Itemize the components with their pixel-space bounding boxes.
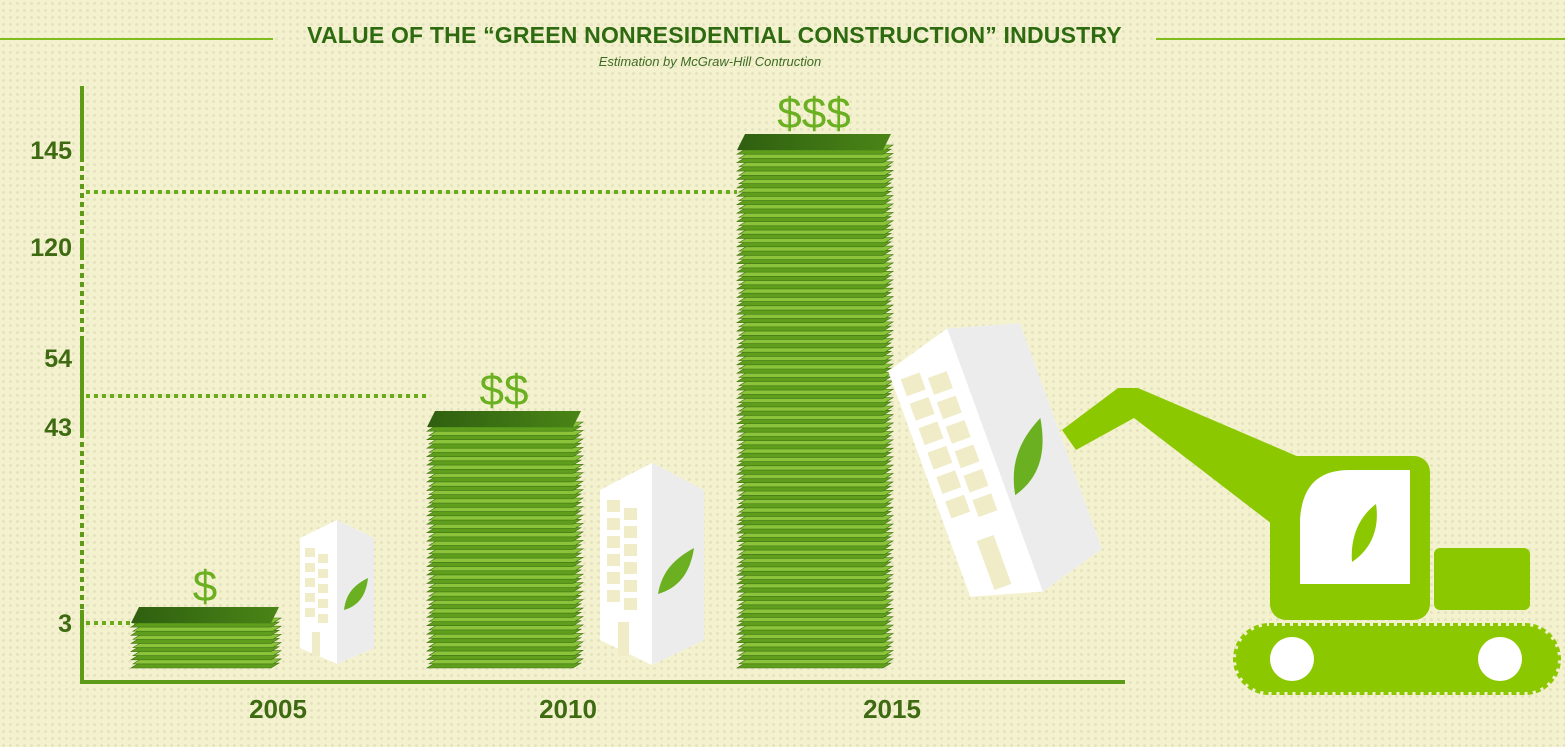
value-label: $$ bbox=[480, 366, 529, 415]
building-icon bbox=[600, 463, 704, 665]
value-markers bbox=[79, 162, 737, 625]
chart-subtitle: Estimation by McGraw-Hill Contruction bbox=[598, 54, 822, 69]
x-tick-label: 2015 bbox=[863, 694, 921, 724]
value-label: $$$ bbox=[777, 89, 850, 138]
leaf-icon bbox=[1013, 417, 1043, 496]
bar-2005 bbox=[129, 607, 283, 669]
title-row: VALUE OF THE “GREEN NONRESIDENTIAL CONST… bbox=[0, 22, 1565, 56]
leaf-icon bbox=[344, 578, 368, 610]
x-ticks: 2005 2010 2015 bbox=[249, 694, 921, 724]
y-tick-label: 54 bbox=[44, 345, 72, 373]
x-tick-label: 2010 bbox=[539, 694, 597, 724]
y-ticks: 3 43 54 120 145 bbox=[30, 137, 72, 638]
bar-2010 bbox=[425, 411, 585, 669]
leaf-icon bbox=[658, 548, 694, 594]
building-icon bbox=[300, 520, 374, 664]
bar-2015 bbox=[735, 134, 895, 669]
leaf-icon bbox=[1351, 504, 1377, 562]
y-tick-label: 120 bbox=[30, 234, 72, 262]
title-rule-left bbox=[0, 38, 273, 40]
value-label: $ bbox=[193, 562, 217, 611]
y-tick-label: 3 bbox=[58, 610, 72, 638]
chart-title: VALUE OF THE “GREEN NONRESIDENTIAL CONST… bbox=[307, 22, 1122, 48]
y-tick-label: 145 bbox=[30, 137, 72, 165]
bars: $$$$$$ bbox=[129, 89, 895, 669]
x-tick-label: 2005 bbox=[249, 694, 307, 724]
y-tick-label: 43 bbox=[44, 414, 72, 442]
title-rule-right bbox=[1156, 38, 1565, 40]
building-icon bbox=[888, 323, 1102, 597]
excavator-icon bbox=[1062, 388, 1561, 695]
